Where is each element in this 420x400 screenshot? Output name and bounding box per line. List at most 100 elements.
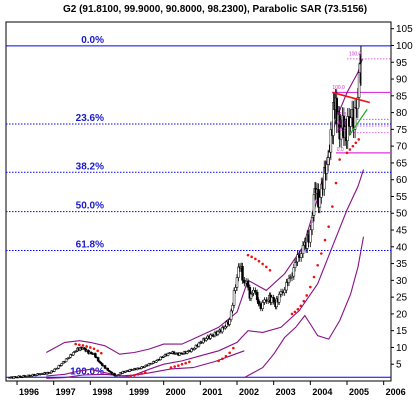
price-body bbox=[113, 373, 116, 377]
price-body bbox=[8, 377, 11, 379]
price-body bbox=[53, 368, 56, 372]
x-tick-label: 2002 bbox=[239, 387, 259, 397]
y-tick-label: 10 bbox=[396, 343, 408, 354]
price-body bbox=[272, 297, 275, 303]
price-body bbox=[209, 334, 212, 339]
price-body bbox=[349, 117, 352, 127]
price-body bbox=[204, 338, 208, 341]
sar-dot bbox=[302, 299, 306, 303]
price-body bbox=[29, 375, 33, 377]
price-body bbox=[221, 326, 224, 333]
chart-title: G2 (91.8100, 99.9000, 90.8000, 98.2300),… bbox=[63, 4, 367, 15]
price-body bbox=[234, 287, 237, 291]
y-tick-label: 50 bbox=[396, 209, 408, 220]
price-body bbox=[299, 253, 303, 258]
price-body bbox=[64, 358, 68, 362]
price-body bbox=[335, 97, 338, 125]
price-body bbox=[72, 352, 75, 356]
y-tick-label: 45 bbox=[396, 226, 408, 237]
fib-label-2: 38.2% bbox=[76, 161, 104, 172]
price-body bbox=[216, 331, 220, 335]
sar-dot bbox=[85, 345, 88, 348]
x-tick-label: 2003 bbox=[276, 387, 296, 397]
x-tick-label: 2006 bbox=[386, 387, 406, 397]
sar-dot bbox=[169, 366, 173, 369]
price-body bbox=[224, 326, 227, 329]
price-body bbox=[101, 363, 104, 366]
price-body bbox=[287, 278, 291, 284]
price-body bbox=[162, 355, 165, 358]
sar-dot bbox=[345, 151, 349, 155]
x-axis: 1996 1997 1998 1999 2000 2001 2002 2003 2004 2005… bbox=[16, 381, 406, 397]
price-body bbox=[301, 245, 305, 254]
y-tick-label: 55 bbox=[396, 192, 408, 203]
fib-label-1: 23.6% bbox=[76, 113, 104, 124]
price-body bbox=[23, 375, 27, 377]
price-body bbox=[254, 289, 257, 293]
sar-dot bbox=[81, 344, 85, 347]
price-body bbox=[232, 290, 236, 306]
price-body bbox=[57, 365, 61, 369]
sar-dot bbox=[221, 357, 224, 361]
sar-dot bbox=[320, 252, 323, 255]
sar-dot bbox=[232, 346, 235, 350]
sar-dot bbox=[257, 259, 261, 263]
price-body bbox=[309, 229, 312, 243]
price-body bbox=[346, 116, 349, 141]
price-body bbox=[20, 376, 23, 379]
price-body bbox=[237, 266, 240, 278]
parabolic-sar bbox=[74, 138, 361, 378]
sar-dot bbox=[351, 144, 355, 148]
y-tick-label: 80 bbox=[396, 108, 408, 119]
sar-dot bbox=[217, 359, 220, 363]
sar-dot bbox=[323, 238, 327, 242]
sar-dot bbox=[334, 181, 338, 185]
price-body bbox=[28, 374, 31, 377]
sar-dot bbox=[224, 354, 228, 358]
sar-dot bbox=[96, 349, 99, 353]
sar-dot bbox=[357, 138, 361, 141]
price-body bbox=[25, 376, 28, 378]
price-body bbox=[197, 342, 201, 347]
price-body bbox=[339, 127, 343, 140]
x-tick-label: 1997 bbox=[56, 387, 76, 397]
price-body bbox=[328, 151, 331, 158]
price-body bbox=[96, 357, 100, 362]
price-body bbox=[60, 363, 63, 366]
price-body bbox=[106, 367, 109, 371]
sar-dot bbox=[129, 374, 132, 378]
price-body bbox=[320, 183, 323, 198]
annotation-label-3: 50.0 bbox=[337, 120, 347, 126]
sar-dot bbox=[265, 265, 268, 269]
fib-label-0: 0.0% bbox=[81, 35, 104, 46]
price-body bbox=[329, 129, 333, 153]
y-tick-label: 25 bbox=[396, 293, 408, 304]
sar-dot bbox=[338, 158, 341, 161]
price-body bbox=[34, 374, 38, 377]
price-body bbox=[185, 351, 189, 354]
x-tick-label: 1999 bbox=[129, 387, 149, 397]
y-tick-label: 65 bbox=[396, 158, 408, 169]
annotation-label-2: 61.8 bbox=[337, 112, 347, 118]
price-body bbox=[246, 281, 250, 288]
price-body bbox=[155, 360, 158, 363]
y-tick-label: 20 bbox=[396, 309, 408, 320]
annotation-label-4: 38.2 bbox=[337, 127, 347, 133]
sar-dot bbox=[309, 285, 312, 289]
sar-dot bbox=[144, 371, 147, 374]
price-body bbox=[241, 266, 244, 281]
price-body bbox=[159, 356, 162, 360]
sar-dot bbox=[92, 347, 96, 351]
y-tick-label: 60 bbox=[396, 175, 408, 186]
price-body bbox=[103, 365, 107, 369]
price-body bbox=[318, 197, 322, 208]
price-body bbox=[257, 299, 260, 305]
sar-dot bbox=[327, 225, 330, 228]
price-body bbox=[231, 305, 234, 312]
price-body bbox=[293, 262, 297, 268]
price-body bbox=[338, 114, 341, 140]
x-tick-label: 2000 bbox=[166, 387, 186, 397]
price-body bbox=[193, 348, 196, 350]
fib-label-4: 61.8% bbox=[76, 239, 104, 250]
price-body bbox=[150, 363, 154, 365]
